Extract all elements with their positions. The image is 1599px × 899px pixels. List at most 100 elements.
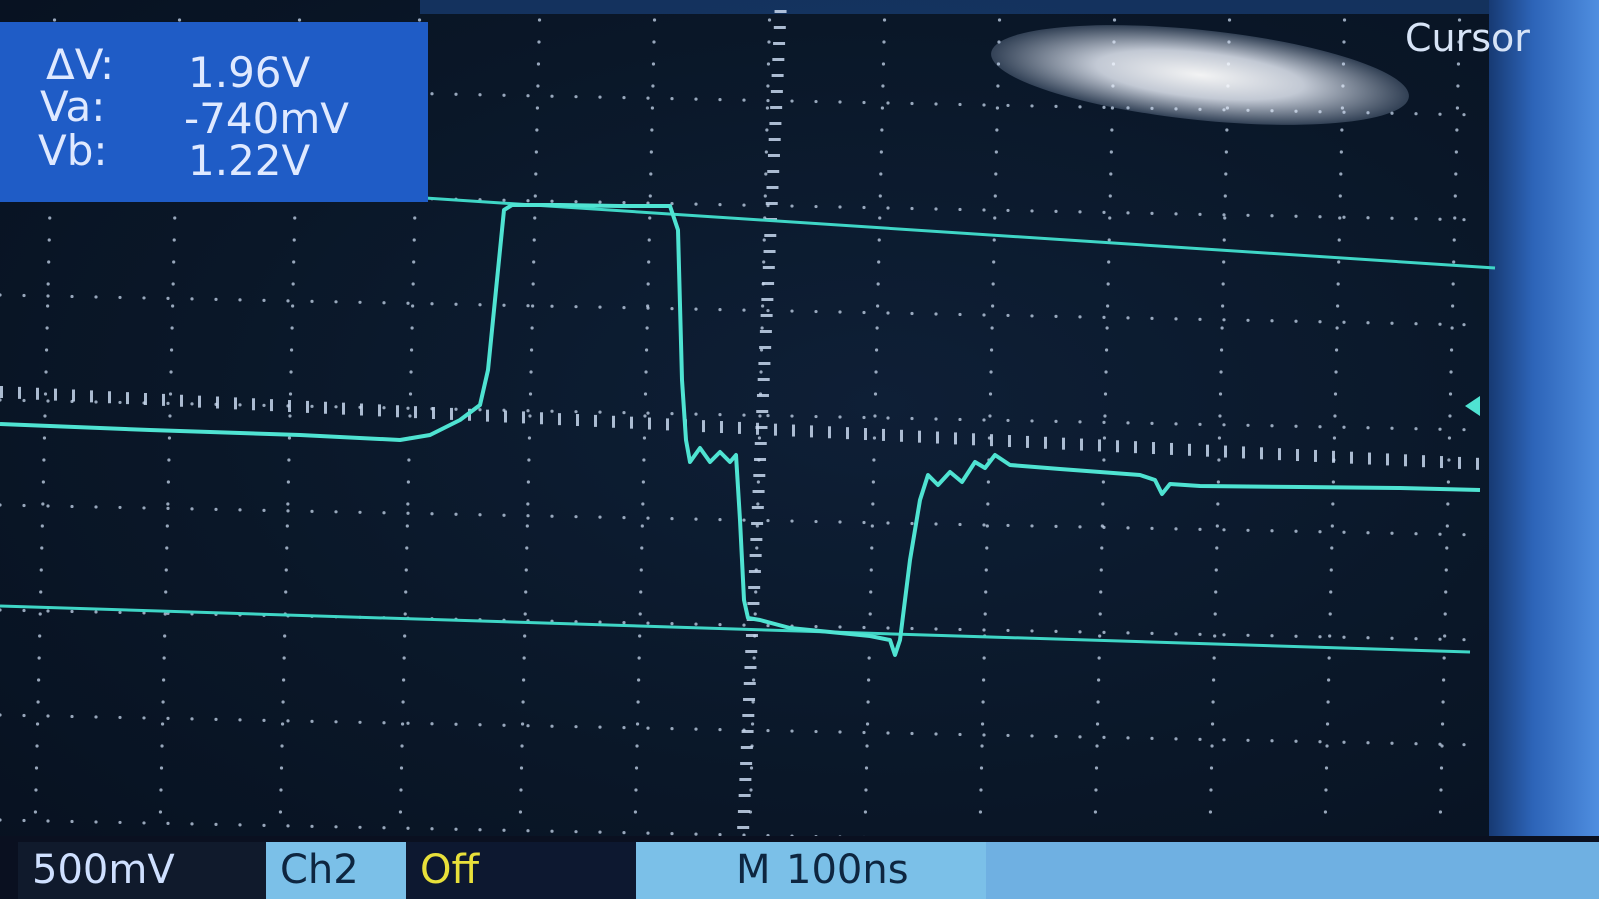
grid-dot	[358, 720, 362, 724]
grid-dot	[980, 744, 984, 748]
cursor-b-line[interactable]	[424, 196, 1496, 270]
grid-dot	[238, 298, 242, 302]
grid-dot	[46, 282, 50, 286]
grid-dot	[1462, 533, 1466, 537]
grid-dot	[1225, 128, 1229, 132]
channel-state[interactable]: Off	[406, 842, 636, 899]
grid-dot	[430, 302, 434, 306]
grid-dot	[1212, 678, 1216, 682]
grid-dot	[756, 480, 760, 484]
grid-dot	[1102, 630, 1106, 634]
grid-dot	[644, 348, 649, 352]
grid-dot	[523, 634, 527, 638]
grid-dot	[862, 415, 866, 420]
grid-dot	[411, 304, 415, 308]
grid-dot	[1451, 282, 1455, 286]
grid-dot	[382, 721, 386, 725]
grid-dot	[310, 719, 314, 723]
grid-dot	[1270, 739, 1274, 743]
center-axis-tick	[737, 826, 750, 829]
grid-dot	[525, 546, 529, 550]
center-axis-tick	[744, 666, 757, 669]
grid-dot	[1325, 722, 1330, 726]
grid-dot	[280, 722, 285, 726]
grid-dot	[502, 723, 506, 727]
grid-dot	[1223, 194, 1227, 198]
grid-dot	[287, 436, 292, 440]
grid-dot	[718, 202, 722, 207]
time-base-prefix: M	[736, 847, 771, 893]
grid-dot	[358, 300, 362, 304]
grid-dot	[574, 305, 578, 309]
grid-dot	[750, 722, 755, 726]
grid-dot	[502, 303, 506, 307]
grid-dot	[36, 700, 40, 704]
grid-dot	[1108, 194, 1112, 198]
center-axis-tick	[414, 406, 417, 419]
grid-dot	[1414, 217, 1418, 221]
trigger-level-marker[interactable]	[1465, 396, 1480, 416]
center-axis-tick	[1152, 442, 1155, 455]
grid-dot	[279, 766, 284, 770]
grid-dot	[405, 524, 409, 528]
center-axis-tick	[759, 346, 772, 349]
time-base-readout[interactable]: M 100ns	[636, 842, 986, 899]
grid-dot	[1150, 421, 1154, 425]
grid-dot	[288, 414, 292, 418]
grid-dot	[867, 678, 871, 682]
center-axis-tick	[558, 413, 561, 426]
grid-dot	[991, 304, 995, 308]
grid-dot	[886, 416, 890, 420]
grid-dot	[160, 722, 165, 726]
cursor-a-line[interactable]	[0, 604, 1471, 654]
grid-dot	[878, 216, 882, 220]
grid-dot	[278, 810, 283, 814]
grid-dot	[1006, 733, 1010, 738]
grid-dot	[758, 414, 762, 418]
grid-dot	[1224, 150, 1228, 154]
grid-dot	[528, 392, 533, 396]
grid-dot	[986, 502, 990, 506]
grid-dot	[642, 458, 646, 462]
grid-dot	[262, 718, 266, 722]
grid-dot	[1270, 529, 1274, 533]
cursor-menu-title[interactable]: Cursor	[1405, 16, 1530, 60]
grid-dot	[1390, 321, 1394, 325]
grid-dot	[0, 398, 2, 402]
grid-dot	[742, 518, 746, 522]
grid-dot	[214, 297, 218, 301]
grid-dot	[633, 810, 638, 814]
grid-dot	[718, 517, 722, 522]
grid-dot	[532, 238, 536, 242]
grid-dot	[22, 503, 26, 508]
grid-dot	[550, 304, 554, 308]
center-axis-tick	[954, 432, 957, 445]
grid-dot	[643, 392, 648, 396]
grid-dot	[1006, 208, 1010, 213]
center-axis-tick	[758, 362, 771, 365]
grid-dot	[670, 412, 674, 416]
grid-dot	[992, 260, 996, 264]
grid-dot	[1443, 634, 1447, 638]
grid-dot	[1246, 318, 1250, 322]
grid-dot	[282, 678, 286, 682]
grid-dot	[262, 403, 266, 407]
grid-dot	[526, 94, 530, 98]
grid-dot	[94, 295, 98, 299]
grid-dot	[171, 304, 175, 308]
grid-dot	[70, 714, 74, 719]
grid-dot	[310, 404, 314, 408]
grid-dot	[531, 282, 535, 286]
grid-dot	[160, 744, 164, 748]
grid-dot	[766, 84, 770, 88]
center-axis-tick	[745, 650, 758, 653]
grid-dot	[718, 622, 722, 627]
grid-dot	[1221, 304, 1225, 308]
volts-per-div-readout[interactable]: 500mV	[18, 842, 266, 899]
grid-dot	[1366, 636, 1370, 640]
grid-dot	[409, 348, 414, 352]
grid-dot	[1126, 526, 1130, 530]
center-axis-tick	[751, 522, 764, 525]
channel-indicator[interactable]: Ch2	[266, 842, 406, 899]
grid-dot	[1338, 216, 1342, 220]
